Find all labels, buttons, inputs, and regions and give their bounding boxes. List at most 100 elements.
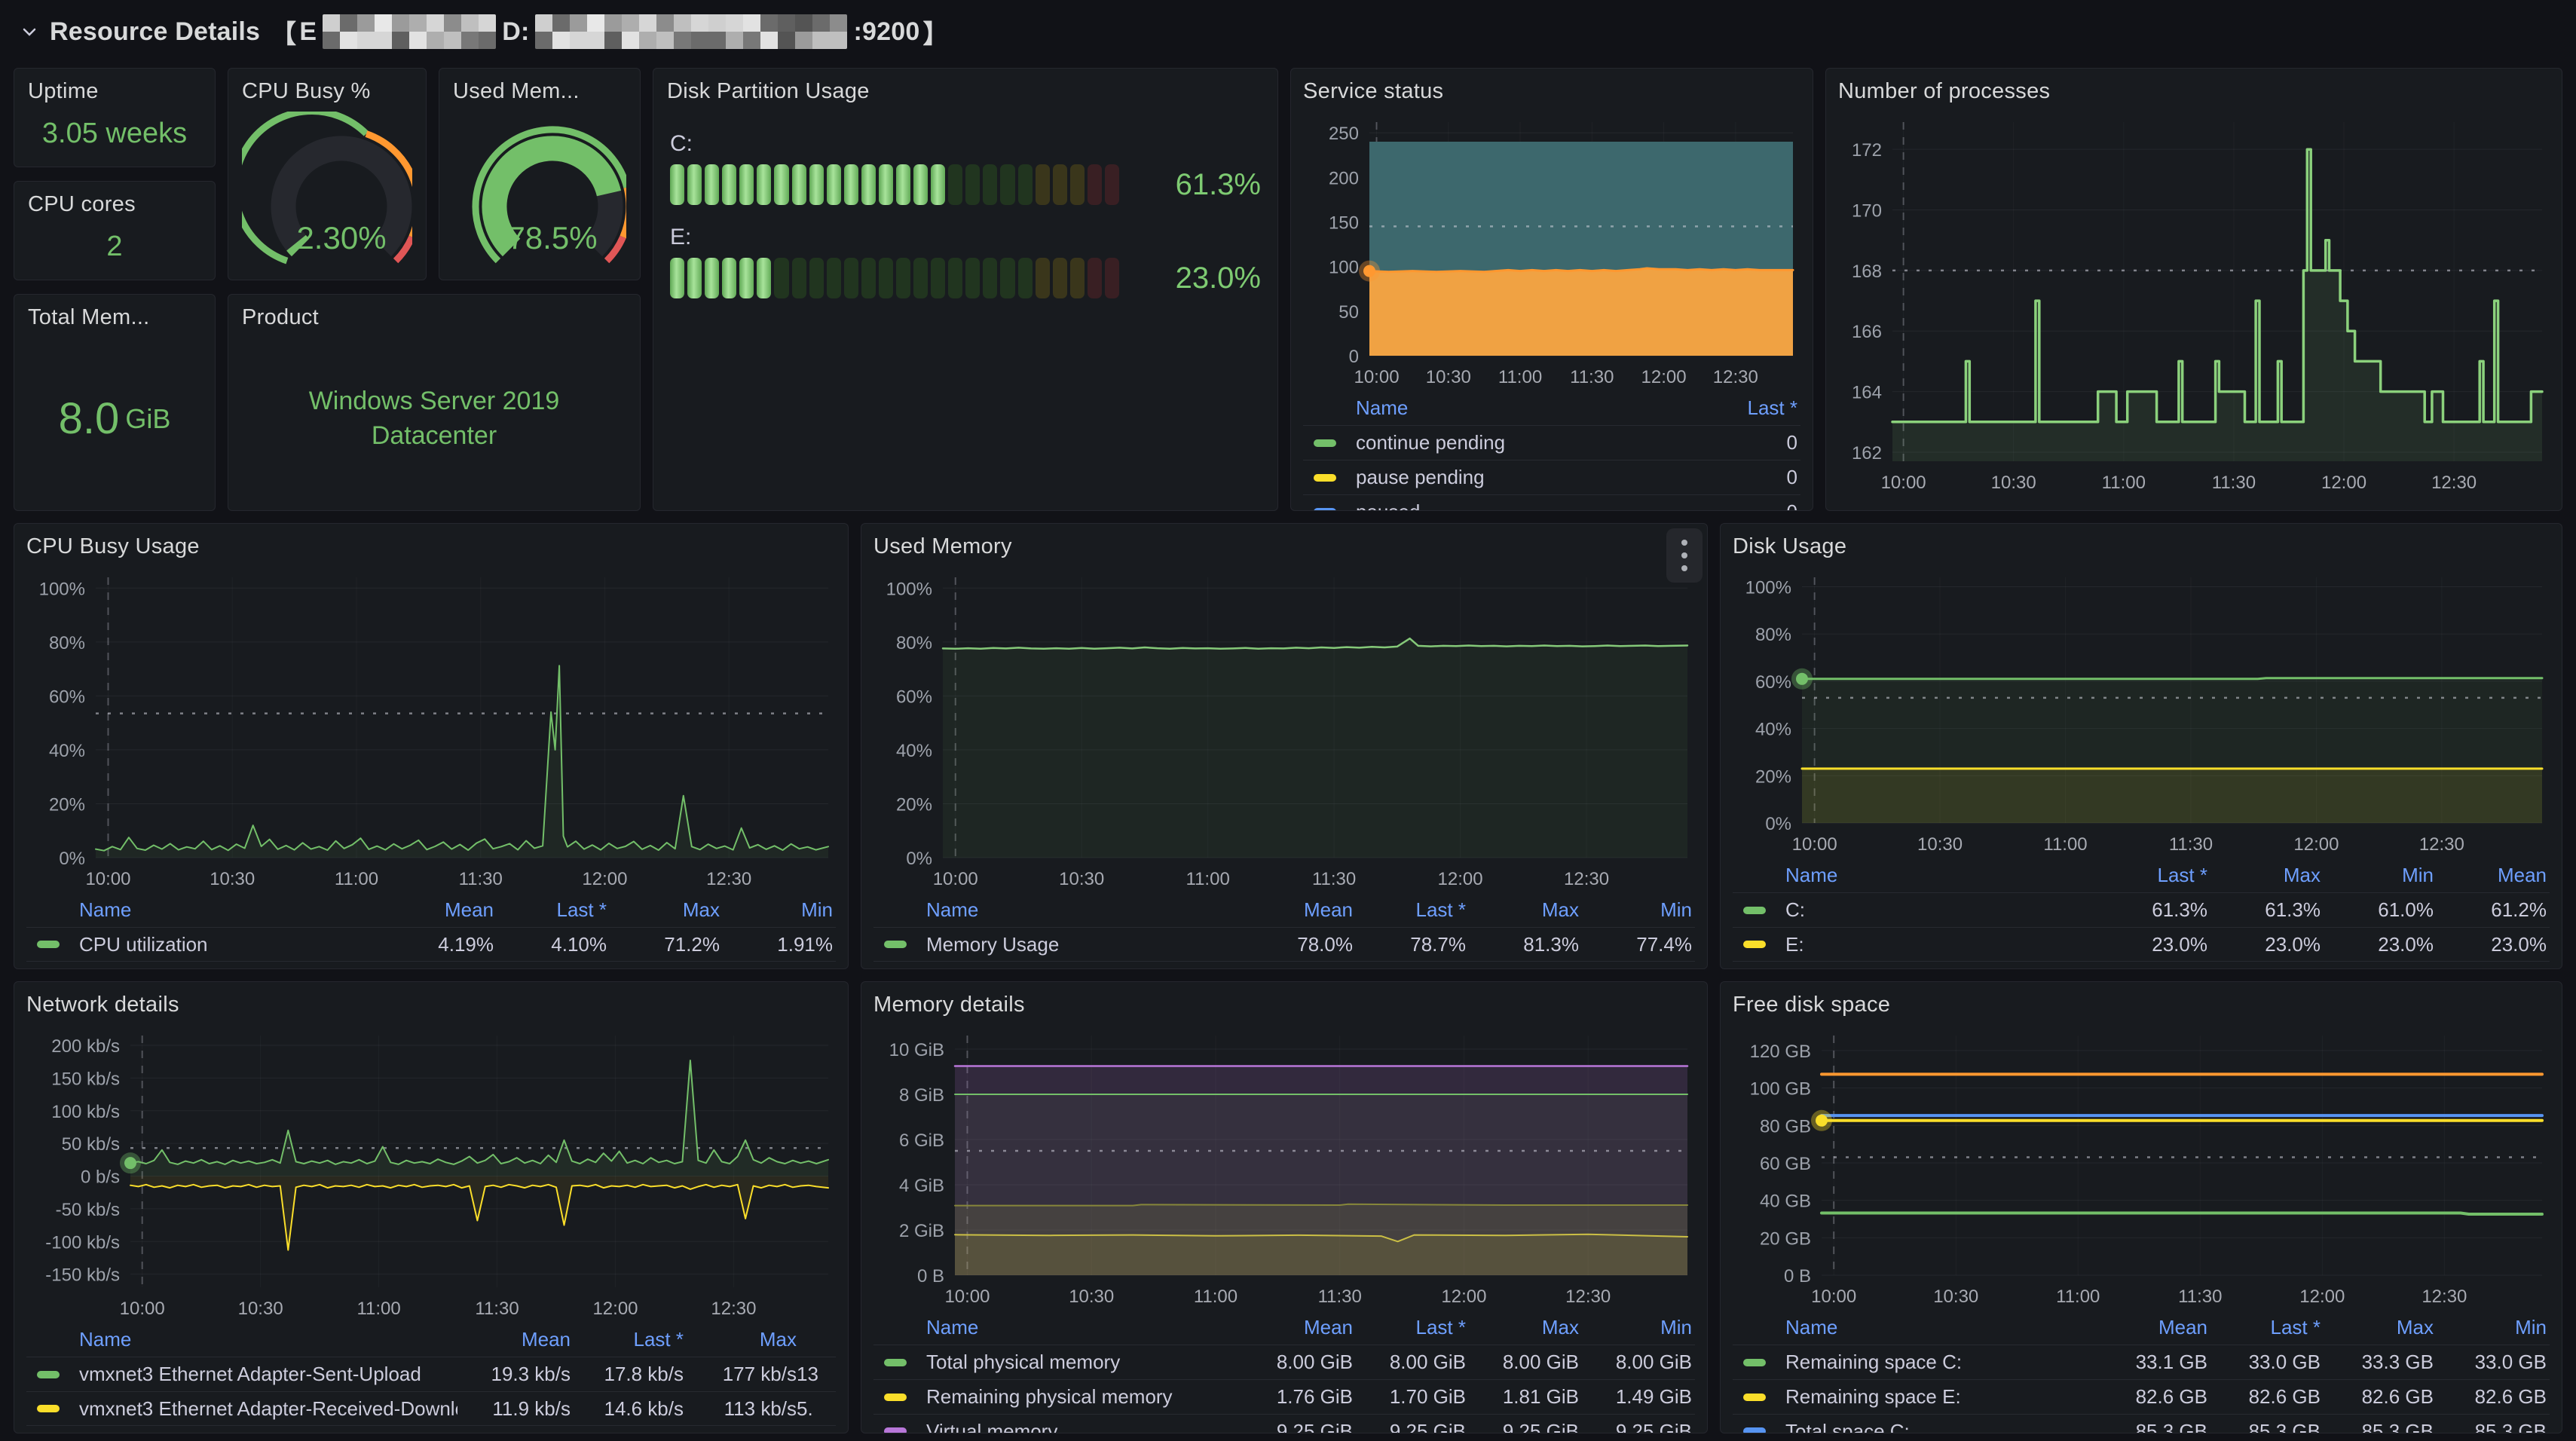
legend-row[interactable]: paused0 <box>1303 494 1800 511</box>
disk-usage-chart[interactable]: 0% 20% 40% 60% 80% 100% 10:00 10:30 11:00 11:30 12… <box>1733 567 2550 856</box>
row-title[interactable]: Resource Details 【E D: :9200】 <box>50 14 949 50</box>
product-value: Windows Server 2019 Datacenter <box>308 386 560 450</box>
legend-header: Name Mean Last * Max Min <box>926 1315 1692 1339</box>
panel-title[interactable]: Memory details <box>873 993 1025 1017</box>
legend-row[interactable]: Virtual memory 9.25 GiB 9.25 GiB 9.25 GiB 9.… <box>873 1414 1695 1433</box>
series-stat-value: 82.6 GB <box>2474 1385 2547 1408</box>
free-disk-space-legend: Name Mean Last * Max Min Remaining space C: 33… <box>1733 1310 2550 1433</box>
total-mem-unit: GiB <box>125 402 171 434</box>
legend-row[interactable]: E: 23.0% 23.0% 23.0% 23.0% <box>1733 927 2550 962</box>
svg-text:60%: 60% <box>1755 672 1791 693</box>
legend-row[interactable]: CPU utilization 4.19% 4.10% 71.2% 1.91% <box>26 927 836 962</box>
total-mem-value: 8.0 <box>58 394 120 443</box>
svg-text:11:30: 11:30 <box>1312 869 1356 889</box>
series-name[interactable]: Virtual memory <box>926 1419 1058 1433</box>
svg-text:164: 164 <box>1852 383 1882 403</box>
series-name[interactable]: E: <box>1785 932 1804 956</box>
series-name[interactable]: Total space C: <box>1785 1419 1910 1433</box>
series-name[interactable]: continue pending <box>1356 431 1506 454</box>
panel-used-memory: Used Memory 0% 20% 40% 60% 80% 100% 10:00 10:30… <box>861 523 1708 969</box>
series-name[interactable]: Remaining space E: <box>1785 1385 1961 1408</box>
memory-details-chart[interactable]: 0 B 2 GiB 4 GiB 6 GiB 8 GiB 10 GiB 10:00 10:30 1… <box>873 1025 1695 1308</box>
svg-text:162: 162 <box>1852 443 1882 464</box>
panel-title[interactable]: Total Mem... <box>28 305 150 329</box>
number-of-processes-chart[interactable]: 162 164 166 168 170 172 10:00 10:30 11:00 11:30 12… <box>1838 112 2550 494</box>
svg-text:50: 50 <box>1338 302 1359 323</box>
panel-title[interactable]: CPU Busy Usage <box>26 534 200 558</box>
svg-text:12:30: 12:30 <box>2431 473 2477 493</box>
uptime-value: 3.05 weeks <box>41 118 188 149</box>
svg-text:2.30%: 2.30% <box>296 220 386 255</box>
legend-row[interactable]: C: 61.3% 61.3% 61.0% 61.2% <box>1733 892 2550 927</box>
cpu-busy-usage-chart[interactable]: 0% 20% 40% 60% 80% 100% 10:00 10:30 11:00 11:30 12… <box>26 567 836 891</box>
svg-text:100: 100 <box>1329 258 1359 278</box>
dashboard-row-header[interactable]: Resource Details 【E D: :9200】 <box>20 12 949 51</box>
panel-title[interactable]: Free disk space <box>1733 993 1891 1017</box>
series-color-chip <box>37 1370 60 1378</box>
legend-row[interactable]: Remaining space C: 33.1 GB 33.0 GB 33.3 GB 3… <box>1733 1345 2550 1379</box>
panel-title[interactable]: CPU Busy % <box>242 79 371 103</box>
legend-row[interactable]: Total physical memory 8.00 GiB 8.00 GiB 8.0… <box>873 1345 1695 1379</box>
panel-title[interactable]: Network details <box>26 993 179 1017</box>
legend-row[interactable]: vmxnet3 Ethernet Adapter-Sent-Upload 19.3… <box>26 1357 836 1391</box>
lcd-gauge-row: C: 61.3% <box>667 131 1264 205</box>
legend-row[interactable]: Remaining space E: 82.6 GB 82.6 GB 82.6 GB 8… <box>1733 1379 2550 1414</box>
series-name[interactable]: Memory Usage <box>926 932 1060 956</box>
chevron-down-icon[interactable] <box>20 22 39 41</box>
panel-title[interactable]: Product <box>242 305 320 329</box>
svg-text:11:00: 11:00 <box>356 1299 400 1319</box>
legend-row[interactable]: Memory Usage 78.0% 78.7% 81.3% 77.4% <box>873 927 1695 962</box>
series-name[interactable]: Total physical memory <box>926 1351 1121 1373</box>
legend-row[interactable]: Total space C: 85.3 GB 85.3 GB 85.3 GB 85.3 … <box>1733 1414 2550 1433</box>
svg-text:20%: 20% <box>49 794 85 815</box>
panel-title[interactable]: Used Memory <box>873 534 1012 558</box>
panel-menu-kebab-icon[interactable] <box>1666 528 1703 583</box>
panel-title[interactable]: Disk Usage <box>1733 534 1847 558</box>
panel-title[interactable]: CPU cores <box>28 192 136 216</box>
series-name[interactable]: Remaining space C: <box>1785 1351 1963 1373</box>
series-name[interactable]: vmxnet3 Ethernet Adapter-Sent-Upload <box>79 1363 421 1385</box>
svg-text:12:30: 12:30 <box>706 869 751 889</box>
series-name[interactable]: paused <box>1356 500 1692 511</box>
svg-text:10:30: 10:30 <box>238 1299 283 1319</box>
memory-details-legend: Name Mean Last * Max Min Total physical memor… <box>873 1310 1695 1433</box>
svg-text:-100 kb/s: -100 kb/s <box>45 1232 120 1253</box>
series-stat-value: 9.25 GiB <box>1502 1419 1579 1433</box>
legend-row[interactable]: pause pending 0 <box>1303 460 1800 494</box>
svg-text:20%: 20% <box>896 794 932 815</box>
series-stat-value: 11.9 kb/s <box>492 1397 571 1420</box>
network-details-chart[interactable]: -150 kb/s -100 kb/s -50 kb/s 0 b/s 50 kb/s 10… <box>26 1025 836 1320</box>
panel-title[interactable]: Service status <box>1303 79 1444 103</box>
disk-usage-legend: Name Last * Max Min Mean C: 61.3% 61.3% 61.0% 61.… <box>1733 858 2550 962</box>
svg-text:166: 166 <box>1852 322 1882 342</box>
series-stat-value: 13 <box>797 1363 818 1385</box>
panel-title[interactable]: Disk Partition Usage <box>667 79 870 103</box>
disk-partition-gauges: C: 61.3% E: 23.0% <box>667 112 1264 298</box>
panel-title[interactable]: Number of processes <box>1838 79 2051 103</box>
series-stat-value: 61.3% <box>2265 898 2321 921</box>
svg-text:60%: 60% <box>49 687 85 707</box>
series-stat-value: 33.0 GB <box>2474 1351 2547 1373</box>
series-name[interactable]: C: <box>1785 898 1805 921</box>
svg-text:150: 150 <box>1329 213 1359 234</box>
series-stat-value: 8.00 GiB <box>1615 1351 1692 1373</box>
legend-row[interactable]: continue pending 0 <box>1303 425 1800 460</box>
free-disk-space-chart[interactable]: 0 B 20 GB 40 GB 60 GB 80 GB 100 GB 120 GB 10:00… <box>1733 1025 2550 1308</box>
panel-cpu-busy-gauge: CPU Busy % 2.30% <box>228 68 427 280</box>
panel-title[interactable]: Used Mem... <box>453 79 580 103</box>
svg-text:-150 kb/s: -150 kb/s <box>45 1265 120 1286</box>
series-name[interactable]: pause pending <box>1356 466 1485 488</box>
svg-text:12:00: 12:00 <box>2299 1286 2345 1307</box>
panel-title[interactable]: Uptime <box>28 79 99 103</box>
series-name[interactable]: Remaining physical memory <box>926 1385 1173 1408</box>
series-stat-value: 23.0% <box>2378 932 2434 956</box>
panel-cpu-busy-usage: CPU Busy Usage 0% 20% 40% 60% 80% 100% 10:00 10… <box>14 523 849 969</box>
series-name[interactable]: CPU utilization <box>79 932 208 956</box>
used-memory-chart[interactable]: 0% 20% 40% 60% 80% 100% 10:00 10:30 11:00 11:30 12… <box>873 567 1695 891</box>
service-status-chart[interactable]: 0 50 100 150 200 250 10:00 10:30 11:00 11:30 12:00… <box>1303 112 1800 389</box>
series-name[interactable]: vmxnet3 Ethernet Adapter-Received-Downlo… <box>79 1397 457 1420</box>
legend-row[interactable]: vmxnet3 Ethernet Adapter-Received-Downlo… <box>26 1391 836 1426</box>
cpu-busy-gauge: 2.30% <box>242 112 412 279</box>
svg-text:10:30: 10:30 <box>1426 367 1471 387</box>
legend-row[interactable]: Remaining physical memory 1.76 GiB 1.70 Gi… <box>873 1379 1695 1414</box>
